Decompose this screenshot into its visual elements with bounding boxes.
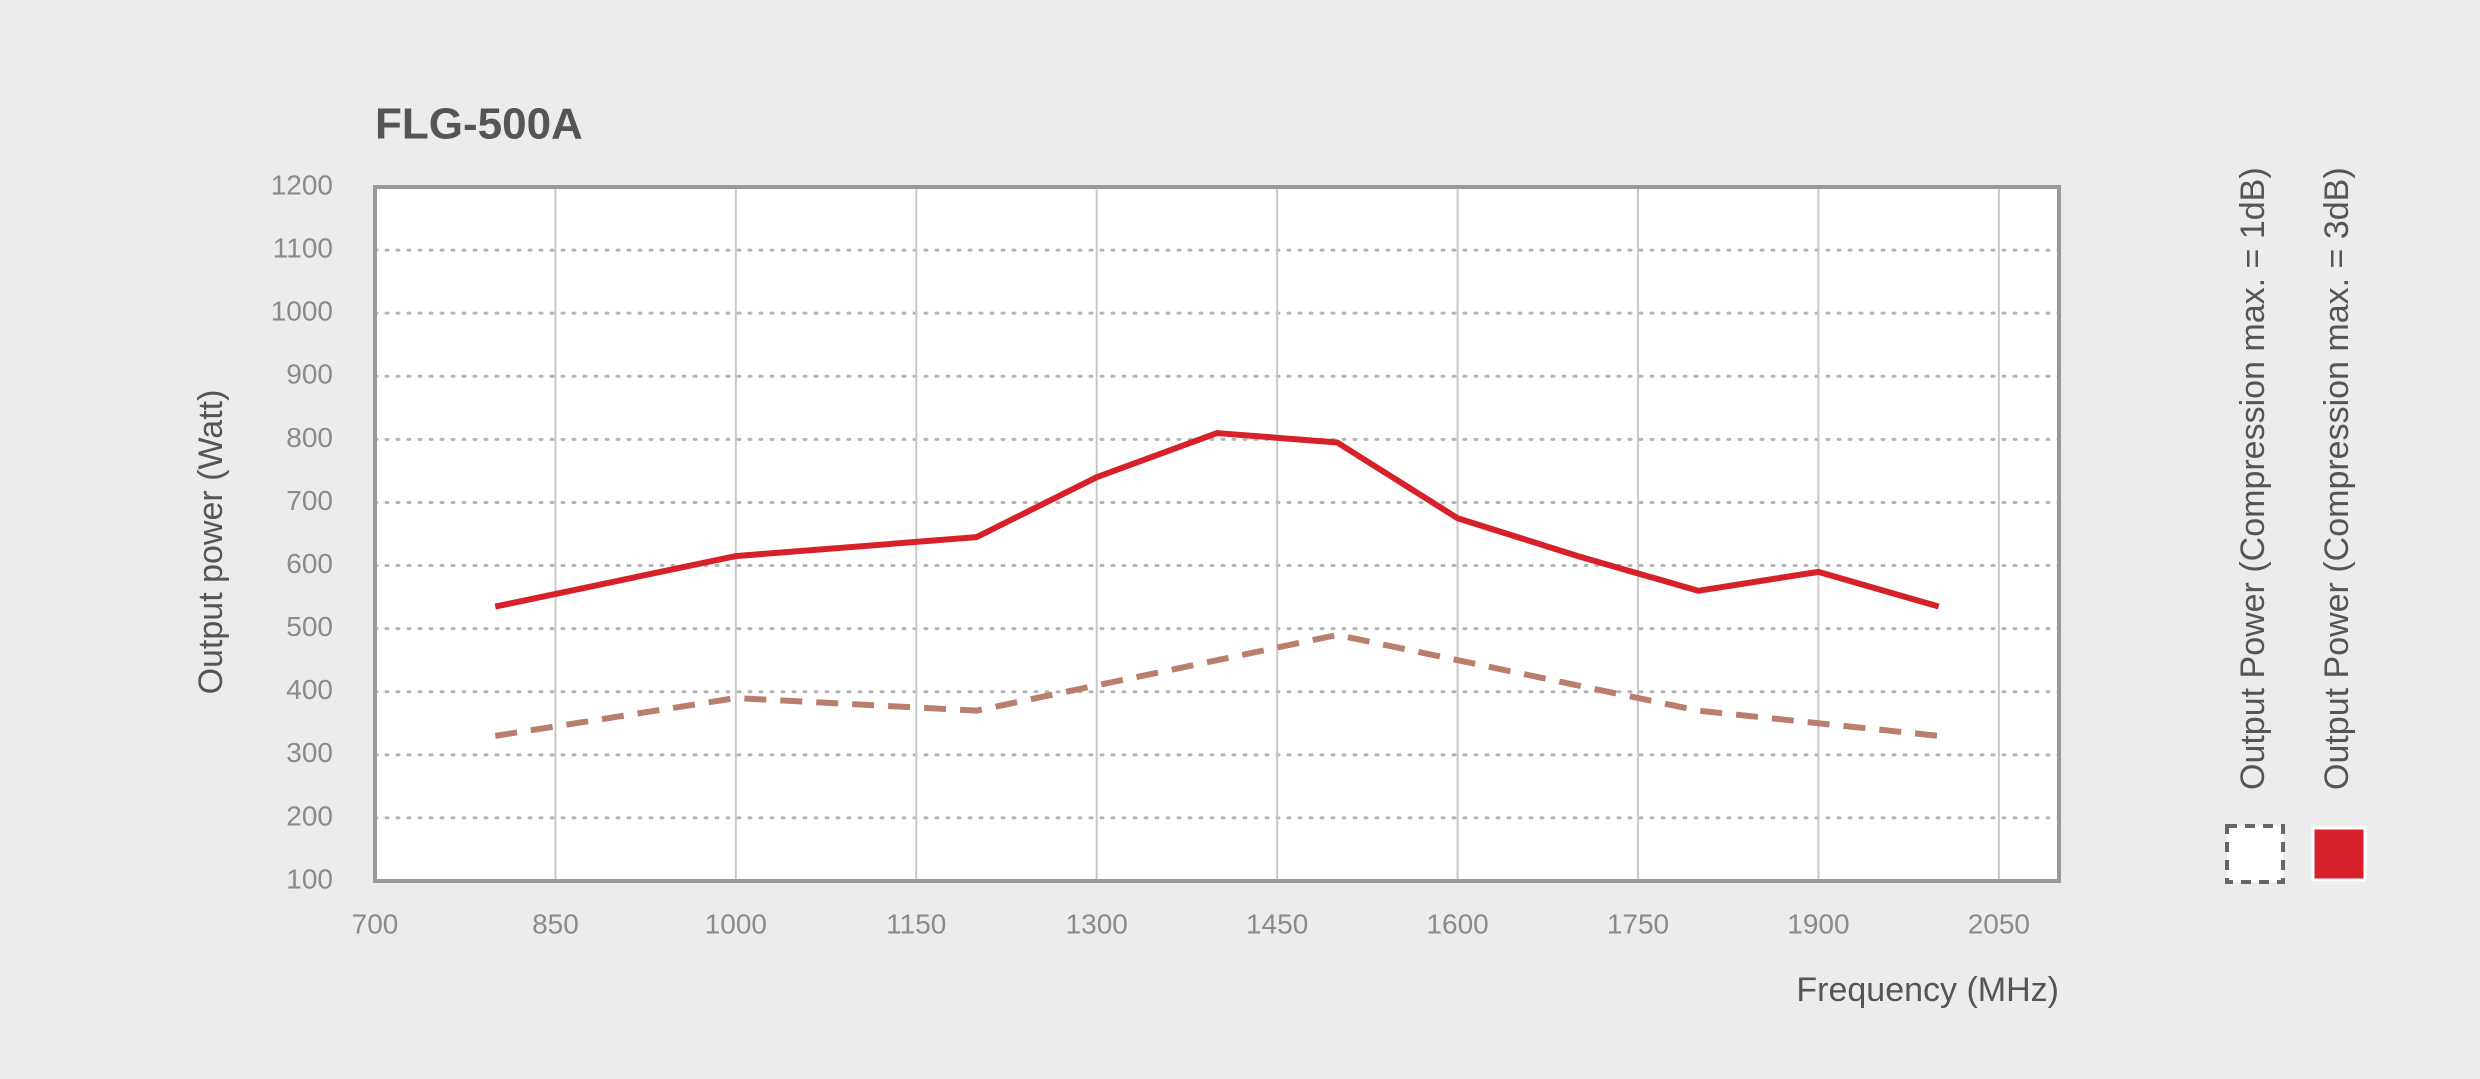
x-tick-label: 1600 bbox=[1426, 908, 1488, 939]
x-tick-label: 1900 bbox=[1787, 908, 1849, 939]
x-tick-label: 1750 bbox=[1607, 908, 1669, 939]
series-line bbox=[494, 631, 1940, 739]
x-tick-label: 1300 bbox=[1066, 908, 1128, 939]
plot-border bbox=[373, 185, 2061, 883]
y-tick-label: 500 bbox=[286, 611, 333, 642]
y-tick-label: 600 bbox=[286, 548, 333, 579]
y-tick-label: 100 bbox=[286, 863, 333, 894]
chart-title: FLG-500A bbox=[375, 100, 583, 149]
x-tick-label: 2050 bbox=[1968, 908, 2030, 939]
y-tick-label: 1200 bbox=[271, 169, 333, 200]
x-tick-label: 700 bbox=[352, 908, 399, 939]
legend-label: Output Power (Compression max. = 1dB) bbox=[2234, 167, 2272, 790]
x-tick-label: 1000 bbox=[705, 908, 767, 939]
x-tick-label: 850 bbox=[532, 908, 579, 939]
x-axis-label: Frequency (MHz) bbox=[1796, 971, 2059, 1009]
x-tick-label: 1450 bbox=[1246, 908, 1308, 939]
y-tick-label: 400 bbox=[286, 674, 333, 705]
y-tick-label: 200 bbox=[286, 800, 333, 831]
y-tick-label: 300 bbox=[286, 737, 333, 768]
plot-area bbox=[375, 187, 2059, 881]
y-tick-label: 800 bbox=[286, 422, 333, 453]
legend-swatch bbox=[2225, 824, 2285, 884]
y-tick-label: 1000 bbox=[271, 296, 333, 327]
legend-swatch bbox=[2311, 826, 2367, 882]
series-line bbox=[494, 430, 1940, 610]
y-tick-label: 900 bbox=[286, 359, 333, 390]
y-tick-label: 700 bbox=[286, 485, 333, 516]
legend-label: Output Power (Compression max. = 3dB) bbox=[2318, 167, 2356, 790]
y-tick-label: 1100 bbox=[273, 232, 333, 263]
x-tick-label: 1150 bbox=[886, 908, 946, 939]
y-axis-label: Output power (Watt) bbox=[192, 390, 230, 695]
